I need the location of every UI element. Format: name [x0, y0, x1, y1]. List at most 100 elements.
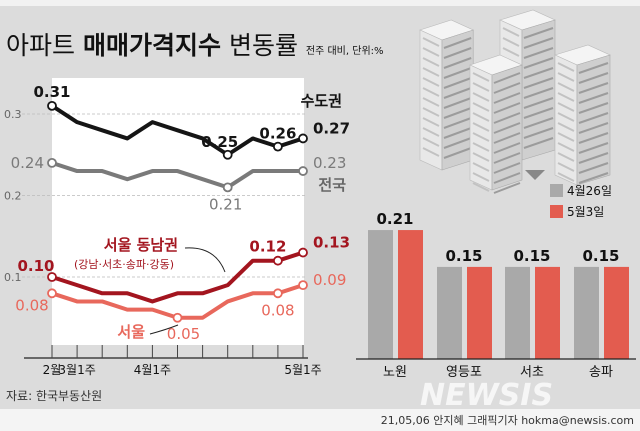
bar	[437, 266, 462, 359]
building-windows	[422, 37, 440, 47]
building-windows	[578, 162, 609, 174]
legend-swatch	[550, 205, 563, 218]
building-windows	[523, 87, 554, 99]
data-label: 0.21	[209, 195, 242, 213]
building-windows	[578, 152, 609, 164]
bar-data-label: 0.15	[513, 247, 550, 265]
building-windows	[472, 112, 490, 122]
series-line	[50, 104, 304, 157]
building-windows	[493, 122, 521, 134]
x-tick-label: 3월1주	[58, 363, 95, 377]
building-windows	[472, 122, 490, 132]
building-windows	[523, 67, 554, 79]
building-windows	[422, 47, 440, 57]
building-windows	[443, 147, 472, 159]
data-label: 0.24	[11, 154, 44, 172]
building-windows	[523, 77, 554, 89]
building-windows	[493, 112, 521, 124]
building-windows	[443, 117, 472, 129]
bar	[368, 230, 393, 359]
building-windows	[422, 77, 440, 87]
bar-category-label: 서초	[520, 365, 544, 380]
building-windows	[493, 142, 521, 154]
building-windows	[443, 57, 472, 69]
arrow-icon	[149, 324, 179, 335]
data-label: 0.12	[249, 238, 286, 256]
building-windows	[443, 137, 472, 149]
legend-label: 5월3일	[567, 205, 604, 219]
data-label: 0.09	[313, 271, 346, 289]
building-windows	[578, 102, 609, 114]
data-label: 0.08	[261, 301, 294, 319]
data-point	[47, 157, 57, 168]
data-label: 0.13	[313, 234, 350, 252]
building-windows	[422, 57, 440, 67]
data-point	[47, 100, 57, 111]
data-point	[172, 312, 183, 323]
data-point	[298, 166, 308, 176]
building-windows	[422, 67, 440, 77]
building-windows	[493, 92, 521, 104]
building-windows	[422, 107, 440, 117]
data-label: 0.26	[259, 125, 296, 143]
building-windows	[557, 72, 575, 82]
bar-category-label: 영등포	[446, 365, 482, 380]
building-windows	[578, 62, 609, 74]
bar	[467, 266, 492, 359]
building-windows	[523, 27, 554, 39]
building-windows	[557, 62, 575, 72]
building-windows	[578, 132, 609, 144]
data-label: 0.08	[15, 296, 48, 314]
data-point	[298, 280, 308, 291]
footer-strip	[0, 409, 640, 431]
building-front	[576, 54, 611, 186]
arrow-icon	[184, 247, 226, 273]
building-windows	[443, 97, 472, 109]
title: 아파트 매매가격지수 변동률 전주 대비, 단위:%	[6, 31, 384, 60]
building-windows	[443, 107, 472, 119]
y-tick-label: 0.2	[4, 190, 22, 203]
building-windows	[493, 172, 521, 184]
building-windows	[557, 122, 575, 132]
title-note: 전주 대비, 단위:%	[306, 44, 384, 57]
series-line	[51, 250, 304, 304]
bar-category-label: 송파	[589, 365, 613, 380]
title-tail: 변동률	[229, 31, 298, 60]
bar-data-label: 0.21	[376, 210, 413, 228]
data-label: 0.27	[313, 119, 350, 137]
building-windows	[422, 117, 440, 127]
x-tick-label: 5월1주	[284, 363, 321, 377]
building-windows	[523, 47, 554, 59]
bar	[535, 266, 560, 359]
building-windows	[472, 82, 490, 92]
y-tick-label: 0.1	[4, 271, 22, 284]
series-name-seoul-se-sub: (강남·서초·송파·강동)	[74, 258, 174, 271]
building-windows	[578, 82, 609, 94]
building-windows	[493, 102, 521, 114]
building-windows	[523, 57, 554, 69]
building-windows	[578, 122, 609, 134]
legend-label: 4월26일	[567, 184, 612, 198]
building-windows	[523, 37, 554, 49]
building-windows	[422, 127, 440, 137]
building-windows	[472, 152, 490, 162]
building-windows	[493, 132, 521, 144]
building-windows	[472, 172, 490, 182]
building-windows	[472, 72, 490, 82]
building-windows	[578, 172, 609, 184]
series-name-capital: 수도권	[301, 92, 342, 110]
building-windows	[523, 107, 554, 119]
building-windows	[493, 182, 521, 194]
data-point	[272, 288, 283, 299]
building-windows	[523, 117, 554, 129]
bar	[505, 266, 530, 359]
series-name-national: 전국	[318, 176, 346, 194]
building-windows	[472, 182, 490, 192]
data-point	[222, 149, 233, 160]
bar-chart: 0.21 노원 0.15 영등포 0.15 서초 0.15 송파 4월26일 5월3일	[356, 184, 636, 380]
series-name-seoul-se: 서울 동남권	[104, 236, 178, 254]
building-windows	[472, 142, 490, 152]
building-windows	[557, 172, 575, 182]
building-windows	[422, 87, 440, 97]
